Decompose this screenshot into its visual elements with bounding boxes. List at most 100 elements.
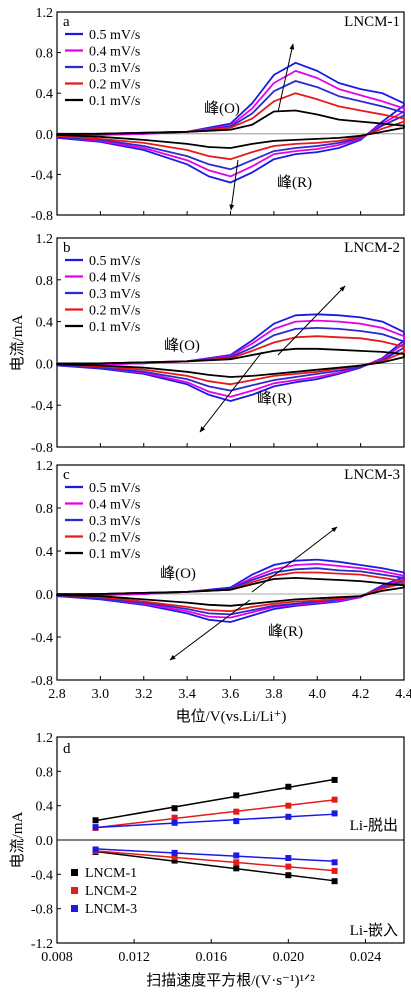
- arrow-reduction-trend: [229, 159, 239, 211]
- panel-letter: d: [63, 741, 71, 757]
- annotation-deintercalation: Li-脱出: [350, 817, 398, 834]
- legend-label: 0.4 mV/s: [89, 271, 140, 286]
- x-tick-label: 4.4: [395, 687, 411, 702]
- data-point-lncm-3: [92, 846, 99, 853]
- panel-b-cv-lncm2: -0.8 -0.4 0.0 0.4 0.8 1.2 b LNCM-2 0.5 mV/s 0.4 m…: [9, 232, 405, 456]
- legend-label: LNCM-1: [85, 866, 137, 881]
- data-point-lncm-1: [233, 865, 240, 872]
- sample-name: LNCM-2: [344, 240, 400, 256]
- legend-label: LNCM-2: [85, 884, 137, 899]
- legend-swatch: [71, 869, 78, 876]
- fit-line-lncm-2-intercalation: [95, 850, 335, 872]
- annotation-reduction-peak: 峰(R): [257, 390, 292, 407]
- legend-label: 0.5 mV/s: [89, 28, 140, 43]
- arrow-reduction-trend: [169, 599, 251, 661]
- x-tick-label: 2.8: [48, 687, 66, 702]
- data-point-lncm-2: [233, 808, 240, 815]
- y-axis-title: 电流/mA: [9, 315, 26, 372]
- data-point-lncm-3: [285, 855, 292, 862]
- legend-label: 0.3 mV/s: [89, 514, 140, 529]
- y-tick-label: 0.0: [36, 357, 54, 372]
- y-tick-label: 0.8: [36, 274, 54, 289]
- annotation-reduction-peak: 峰(R): [268, 623, 303, 640]
- data-point-lncm-3: [171, 819, 178, 826]
- fit-line-lncm-3-deintercalation: [95, 813, 335, 829]
- y-tick-label: -0.4: [31, 631, 53, 646]
- panel-letter: b: [63, 240, 71, 256]
- panel-letter: c: [63, 467, 70, 483]
- data-point-lncm-3: [171, 849, 178, 856]
- data-point-lncm-1: [171, 805, 178, 812]
- legend-swatch: [71, 905, 78, 912]
- x-tick-label: 0.012: [118, 950, 150, 965]
- cv-curve-01mVs: [56, 577, 405, 607]
- data-point-lncm-3: [331, 859, 338, 866]
- x-tick-label: 3.2: [135, 687, 153, 702]
- x-tick-label: 3.0: [92, 687, 110, 702]
- data-point-lncm-3: [92, 824, 99, 831]
- y-tick-label: -0.4: [31, 168, 53, 183]
- legend-label: 0.2 mV/s: [89, 304, 140, 319]
- annotation-oxidation-peak: 峰(O): [164, 337, 200, 354]
- data-point-lncm-1: [171, 857, 178, 864]
- fit-line-lncm-3-intercalation: [95, 848, 335, 862]
- cv-curve-01mVs: [56, 109, 405, 149]
- x-tick-label: 4.0: [309, 687, 327, 702]
- data-point-lncm-2: [285, 802, 292, 809]
- cv-curve-03mVs: [56, 567, 405, 616]
- annotation-oxidation-peak: 峰(O): [160, 565, 196, 582]
- cv-curve-03mVs: [56, 327, 405, 392]
- x-tick-label: 0.008: [41, 950, 73, 965]
- x-tick-label: 3.4: [178, 687, 196, 702]
- data-point-lncm-1: [285, 783, 292, 790]
- arrow-oxidation-trend: [251, 526, 338, 593]
- cv-curve-02mVs: [56, 335, 405, 386]
- panel-d-current-vs-sqrt-scan-rate: -1.2 -0.8 -0.4 0.0 0.4 0.8 1.2 0.008 0.012 0.016 0…: [9, 731, 405, 989]
- cv-curve-04mVs: [56, 563, 405, 619]
- legend-label: 0.5 mV/s: [89, 481, 140, 496]
- data-point-lncm-2: [331, 867, 338, 874]
- legend-label: 0.1 mV/s: [89, 320, 140, 335]
- cv-curve-04mVs: [56, 70, 405, 178]
- y-axis-title: 电流/mA: [9, 812, 26, 869]
- legend-label: 0.4 mV/s: [89, 498, 140, 513]
- fit-line-lncm-1-intercalation: [95, 850, 335, 882]
- data-point-lncm-2: [285, 863, 292, 870]
- y-tick-label: 0.0: [36, 834, 54, 849]
- data-point-lncm-1: [92, 817, 99, 824]
- data-point-lncm-1: [285, 872, 292, 879]
- y-tick-label: -1.2: [31, 937, 53, 952]
- sample-name: LNCM-3: [344, 467, 400, 483]
- legend-label: 0.2 mV/s: [89, 78, 140, 93]
- y-tick-label: 0.4: [36, 87, 54, 102]
- y-tick-label: 0.4: [36, 545, 54, 560]
- annotation-oxidation-peak: 峰(O): [204, 100, 240, 117]
- y-tick-label: 0.0: [36, 588, 54, 603]
- y-tick-label: 0.4: [36, 800, 54, 815]
- y-tick-label: 0.8: [36, 765, 54, 780]
- y-tick-label: 0.8: [36, 502, 54, 517]
- arrow-oxidation-trend: [277, 285, 346, 356]
- arrow-oxidation-trend: [277, 43, 295, 113]
- y-tick-label: 0.8: [36, 47, 54, 62]
- x-tick-label: 0.020: [273, 950, 305, 965]
- panel-a-cv-lncm1: -0.8 -0.4 0.0 0.4 0.8 1.2 a LNCM-1 0.5 mV/s 0.4 m…: [31, 6, 405, 224]
- data-point-lncm-3: [233, 818, 240, 825]
- legend-label: 0.3 mV/s: [89, 61, 140, 76]
- data-point-lncm-2: [331, 796, 338, 803]
- y-tick-label: 1.2: [36, 459, 54, 474]
- fit-line-lncm-2-deintercalation: [95, 799, 335, 829]
- y-tick-label: 0.4: [36, 316, 54, 331]
- data-point-lncm-3: [331, 810, 338, 817]
- legend-label: LNCM-3: [85, 902, 137, 917]
- legend-label: 0.1 mV/s: [89, 547, 140, 562]
- y-tick-label: 1.2: [36, 6, 54, 21]
- annotation-intercalation: Li-嵌入: [350, 922, 398, 939]
- legend-label: 0.2 mV/s: [89, 531, 140, 546]
- y-tick-label: -0.4: [31, 399, 53, 414]
- data-point-lncm-3: [233, 852, 240, 859]
- fit-line-lncm-1-deintercalation: [95, 778, 335, 822]
- y-tick-label: 1.2: [36, 731, 54, 746]
- arrow-reduction-trend: [199, 351, 263, 433]
